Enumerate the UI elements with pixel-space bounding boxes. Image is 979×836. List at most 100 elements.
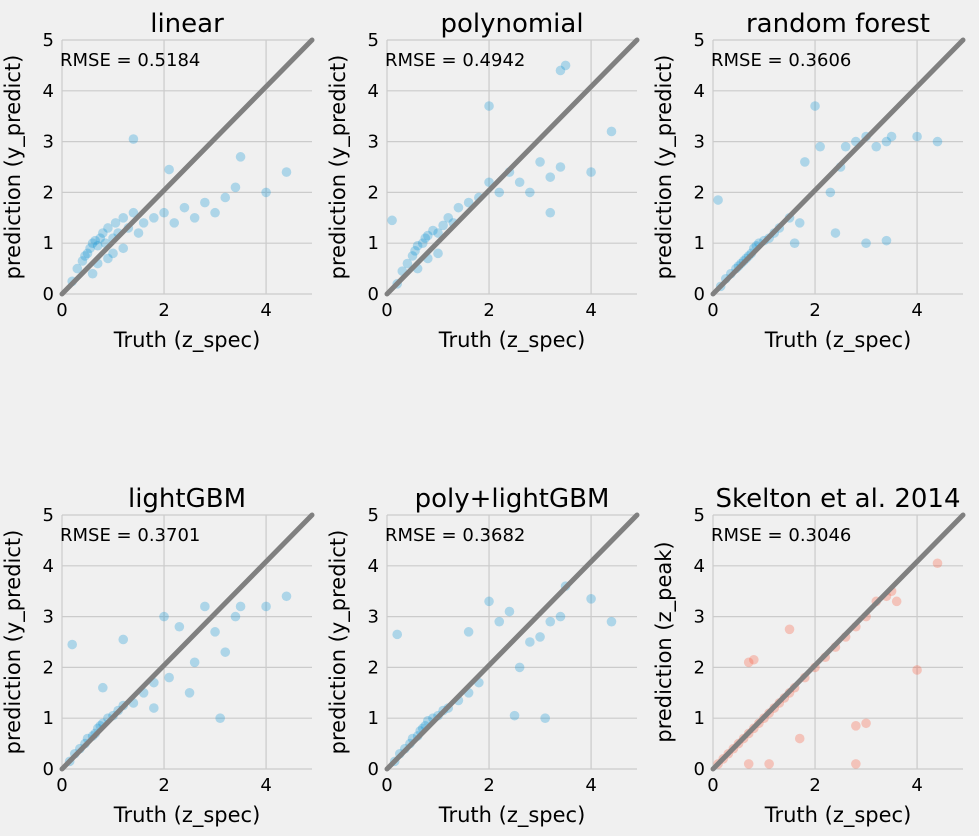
data-point [98,228,108,238]
y-tick-label: 0 [694,284,705,305]
y-tick-label: 1 [43,233,54,254]
data-point [210,627,220,637]
panel-2: 0 2 4 0 1 2 3 4 5 random forest Truth (z_spec) pred… [652,9,966,353]
data-point [128,207,139,218]
chart-title: lightGBM [128,484,246,514]
scatter-points [713,101,943,292]
data-point [281,591,292,602]
panel-0: 0 2 4 0 1 2 3 4 5 linear Truth (z_spec) prediction … [1,9,315,353]
x-axis-label: Truth (z_spec) [113,803,261,828]
identity-line [710,37,966,297]
chart-title: random forest [746,9,930,39]
data-point [871,141,882,152]
data-point [77,256,88,266]
data-point [220,647,231,657]
rmse-annotation: RMSE = 0.3682 [385,525,525,546]
y-tick-label: 4 [368,556,379,577]
data-point [128,134,139,144]
data-point [387,215,397,226]
data-point [215,713,225,723]
data-point [912,665,922,675]
data-point [586,167,596,177]
y-tick-label: 4 [694,81,705,102]
rmse-annotation: RMSE = 0.3701 [60,525,200,546]
data-point [794,218,805,228]
data-point [220,192,231,203]
data-point [504,606,515,617]
gridlines [712,514,963,770]
data-point [87,268,98,279]
data-point [90,235,100,246]
y-tick-label: 2 [368,657,379,678]
gridlines [386,39,637,295]
data-point [851,759,861,769]
data-point [200,197,210,208]
y-tick-label: 4 [694,556,705,577]
data-point [764,759,774,769]
data-point [545,616,556,627]
data-point [800,157,810,167]
x-tick-label: 0 [381,300,392,321]
data-point [133,228,144,238]
y-tick-label: 3 [43,607,54,628]
data-point [412,240,423,251]
data-point [118,634,129,645]
data-point [407,251,418,261]
y-tick-label: 3 [43,132,54,153]
data-point [789,238,800,248]
data-point [72,263,83,274]
data-point [87,238,98,248]
data-point [851,721,861,731]
panel-1: 0 2 4 0 1 2 3 4 5 polynomial Truth (z_spec) predict… [326,9,640,353]
data-point [235,152,246,162]
data-point [281,167,292,177]
x-tick-label: 2 [158,775,169,796]
data-point [98,682,108,693]
chart-title: poly+lightGBM [415,484,610,514]
data-point [230,611,241,622]
chart-title: linear [150,9,224,39]
chart-title: polynomial [440,9,583,39]
data-point [159,611,169,622]
data-point [118,243,129,254]
data-point [825,187,836,198]
y-axis-label: prediction (y_predict) [1,530,26,755]
data-point [82,248,93,259]
x-axis-label: Truth (z_spec) [764,328,912,353]
data-point [606,126,617,137]
x-axis-label: Truth (z_spec) [764,803,912,828]
y-axis-label: prediction (y_predict) [1,55,26,280]
data-point [261,187,271,198]
chart-title: Skelton et al. 2014 [715,484,960,514]
data-point [85,243,95,254]
data-point [443,213,454,223]
data-point [743,657,754,668]
data-point [420,233,431,243]
rmse-annotation: RMSE = 0.3606 [711,50,851,71]
data-point [423,230,433,241]
data-point [912,131,922,142]
data-point [463,627,474,637]
data-point [891,596,902,607]
data-point [932,136,943,147]
data-point [494,616,505,627]
data-point [410,246,420,256]
y-tick-label: 2 [43,657,54,678]
x-tick-label: 4 [260,775,271,796]
data-point [428,225,438,236]
data-point [484,101,494,111]
panel-3: 0 2 4 0 1 2 3 4 5 lightGBM Truth (z_spec) predictio… [1,484,315,828]
y-tick-label: 0 [43,284,54,305]
data-point [514,177,525,188]
y-tick-label: 0 [694,759,705,780]
x-tick-label: 0 [707,775,718,796]
data-point [606,616,617,627]
y-tick-label: 1 [43,708,54,729]
data-point [555,162,566,172]
x-tick-label: 0 [707,300,718,321]
data-point [189,657,200,668]
gridlines [61,39,312,295]
x-tick-label: 4 [260,300,271,321]
data-point [535,157,545,167]
